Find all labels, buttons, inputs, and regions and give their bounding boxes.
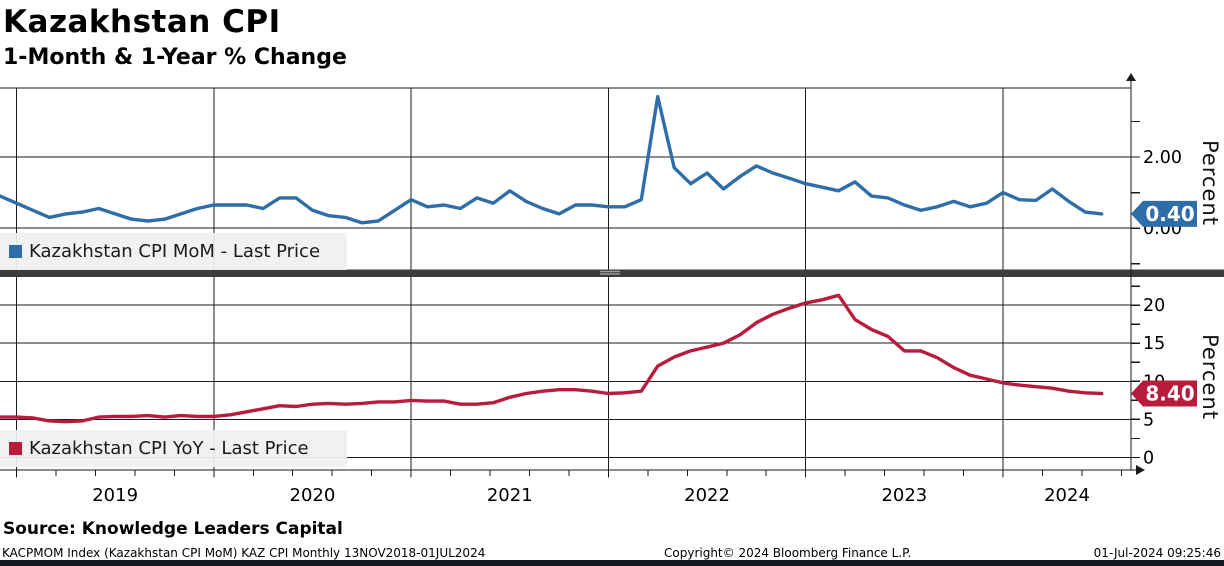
y-tick-label: 2.00 <box>1143 148 1182 168</box>
page-subtitle: 1-Month & 1-Year % Change <box>3 45 347 70</box>
top-axis-title: Percent <box>1198 140 1222 227</box>
x-year-label: 2024 <box>1044 485 1090 506</box>
x-year-label: 2021 <box>487 485 533 506</box>
x-year-label: 2022 <box>684 485 730 506</box>
x-year-label: 2020 <box>290 485 336 506</box>
mom-series-swatch-icon <box>9 245 22 258</box>
terminal-bottom-bar <box>0 560 1224 566</box>
legend-cpi-yoy[interactable]: Kazakhstan CPI YoY - Last Price <box>0 430 347 467</box>
copyright-text: Copyright© 2024 Bloomberg Finance L.P. <box>664 546 912 560</box>
y-tick-label: 20 <box>1143 296 1165 316</box>
price-line <box>0 293 1104 424</box>
panel-divider <box>0 269 1224 277</box>
yoy-series-swatch-icon <box>9 442 22 455</box>
last-price-value: 0.40 <box>1145 202 1194 226</box>
panel-divider-grip[interactable] <box>600 270 620 275</box>
cpi-chart: 2.000.0020151050201920202021202220232024… <box>0 73 1224 506</box>
y-tick-label: 15 <box>1143 334 1165 354</box>
ticker-info: KACPMOM Index (Kazakhstan CPI MoM) KAZ C… <box>2 546 486 560</box>
last-price-value: 8.40 <box>1145 382 1194 406</box>
badge-shape <box>1131 380 1197 407</box>
badge-shape <box>1131 200 1197 227</box>
price-line <box>0 94 1104 225</box>
page-title: Kazakhstan CPI <box>3 4 281 40</box>
legend-cpi-mom[interactable]: Kazakhstan CPI MoM - Last Price <box>0 233 347 270</box>
x-axis-arrow-icon <box>1136 465 1145 475</box>
last-price-badge: 0.40 <box>1131 200 1197 227</box>
y-tick-label: 0 <box>1143 449 1154 469</box>
legend-yoy-label: Kazakhstan CPI YoY - Last Price <box>29 438 309 459</box>
y-tick-label: 5 <box>1143 410 1154 430</box>
legend-mom-label: Kazakhstan CPI MoM - Last Price <box>29 241 321 262</box>
x-year-label: 2023 <box>881 485 927 506</box>
y-axis-arrow-icon <box>1126 73 1136 81</box>
last-price-badge: 8.40 <box>1131 380 1197 407</box>
source-line: Source: Knowledge Leaders Capital <box>3 519 343 539</box>
x-year-label: 2019 <box>92 485 138 506</box>
bottom-axis-title: Percent <box>1198 334 1222 421</box>
timestamp: 01-Jul-2024 09:25:46 <box>1093 546 1221 560</box>
